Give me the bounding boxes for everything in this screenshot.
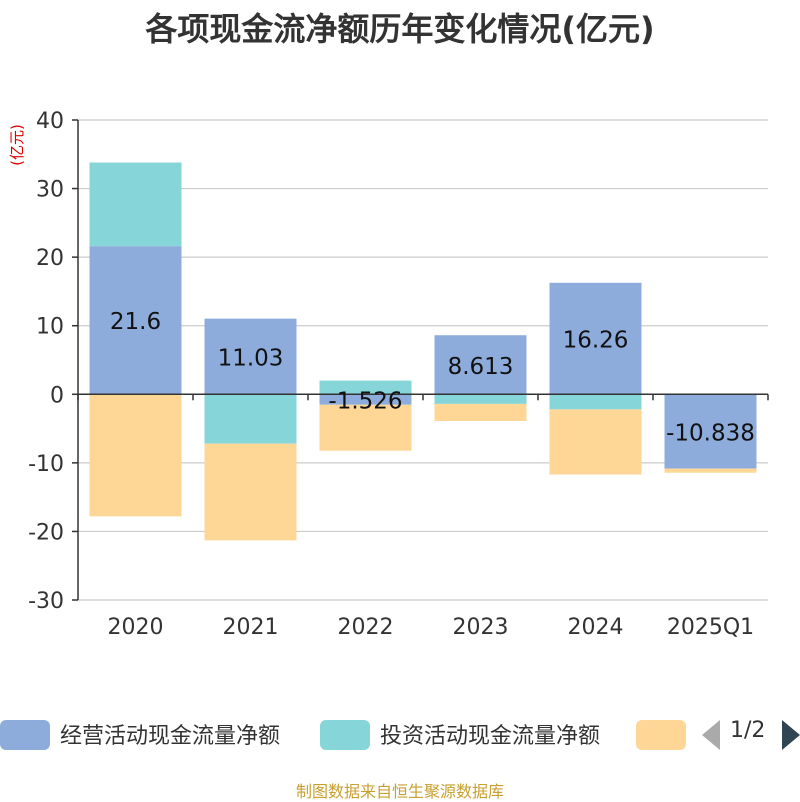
- legend-next-page-icon[interactable]: [782, 720, 800, 750]
- bar-2021-series-0: [204, 318, 297, 395]
- bar-2022-series-0: [319, 394, 412, 405]
- data-label-2022: -1.526: [328, 389, 402, 415]
- y-tick-label: 40: [36, 109, 64, 134]
- data-label-2025Q1: -10.838: [666, 420, 755, 446]
- bars: [89, 162, 757, 541]
- y-tick-label: -10: [28, 452, 64, 477]
- data-label-2023: 8.613: [448, 354, 514, 380]
- chart-title: 各项现金流净额历年变化情况(亿元): [145, 10, 655, 48]
- bar-2024-series-2: [549, 409, 642, 475]
- y-tick-label: -30: [28, 589, 64, 614]
- data-label-2021: 11.03: [218, 345, 284, 371]
- x-tick-label: 2025Q1: [667, 615, 754, 640]
- bar-2020-series-0: [89, 246, 182, 395]
- bar-2022-series-1: [319, 380, 412, 395]
- bar-2024-series-1: [549, 394, 642, 410]
- x-tick-label: 2020: [108, 615, 164, 640]
- y-tick-label: 10: [36, 315, 64, 340]
- legend-label-investing: 投资活动现金流量净额: [380, 724, 601, 749]
- bar-2020-series-2: [89, 394, 182, 517]
- legend-prev-page-icon[interactable]: [702, 720, 720, 750]
- bar-2020-series-1: [89, 162, 182, 247]
- legend-page-indicator: 1/2: [730, 718, 766, 743]
- y-tick-label: 30: [36, 178, 64, 203]
- legend-label-operating: 经营活动现金流量净额: [60, 724, 281, 749]
- data-label-2024: 16.26: [563, 328, 629, 354]
- x-tick-label: 2023: [453, 615, 509, 640]
- legend-swatch-operating: [0, 720, 50, 750]
- bar-2023-series-0: [434, 335, 527, 395]
- bar-2023-series-1: [434, 394, 527, 404]
- source-note: 制图数据来自恒生聚源数据库: [295, 782, 504, 801]
- bar-2025Q1-series-2: [664, 468, 757, 473]
- bar-chart: -30 -20 -10 0 10 20 30 40 2020 2021 2022 2023 2024 20…: [8, 109, 769, 640]
- bar-2024-series-0: [549, 282, 642, 395]
- legend: 经营活动现金流量净额 投资活动现金流量净额 1/2: [0, 716, 800, 756]
- bar-2023-series-2: [434, 403, 527, 422]
- x-tick-label: 2024: [568, 615, 624, 640]
- y-tick-label: 0: [50, 383, 64, 408]
- x-tick-label: 2022: [338, 615, 394, 640]
- y-axis-label: (亿元): [8, 124, 26, 166]
- bar-2021-series-2: [204, 443, 297, 541]
- data-labels: 21.6 11.03 -1.526 8.613 16.26 -10.838: [110, 309, 755, 446]
- bar-2025Q1-series-0: [664, 394, 757, 469]
- bar-2021-series-1: [204, 394, 297, 444]
- x-tick-label: 2021: [223, 615, 279, 640]
- grid-lines: [78, 119, 768, 601]
- bar-2022-series-2: [319, 404, 412, 451]
- axes: -30 -20 -10 0 10 20 30 40 2020 2021 2022 2023 2024 20…: [28, 109, 769, 640]
- y-tick-label: 20: [36, 246, 64, 271]
- legend-swatch-financing: [636, 720, 686, 750]
- legend-swatch-investing: [320, 720, 370, 750]
- y-tick-label: -20: [28, 520, 64, 545]
- data-label-2020: 21.6: [110, 309, 161, 335]
